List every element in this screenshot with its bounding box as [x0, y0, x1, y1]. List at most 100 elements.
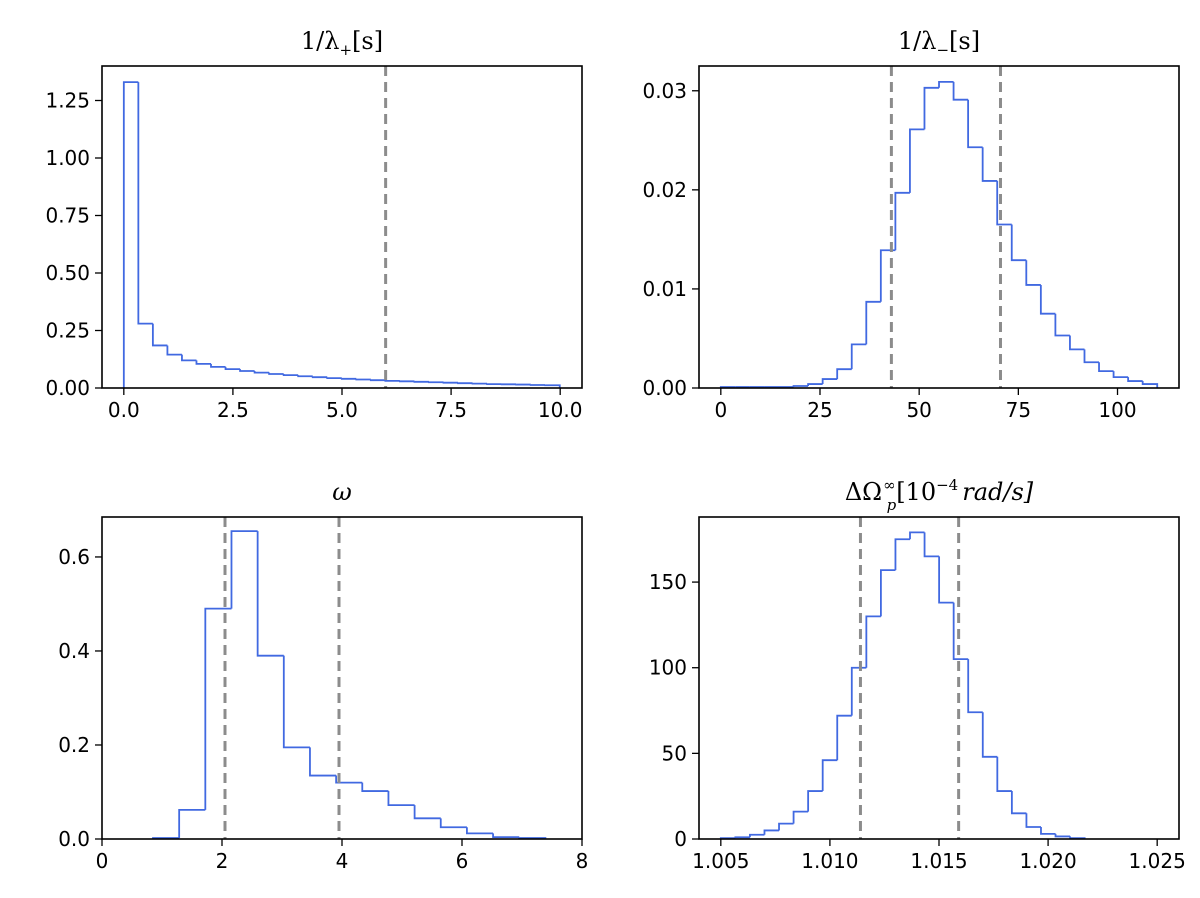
chart-title: 1/λ+[s] — [301, 27, 383, 59]
y-tick-label: 0.4 — [58, 639, 90, 663]
histogram-bin — [836, 714, 852, 761]
histogram-bin — [1025, 260, 1041, 286]
histogram-bin — [335, 775, 363, 784]
x-tick-label: 50 — [906, 398, 931, 422]
y-tick-label: 0.25 — [45, 319, 90, 343]
y-tick-label: 0.02 — [642, 178, 687, 202]
histogram-bin — [361, 782, 389, 792]
histogram-bars — [152, 530, 547, 839]
histogram-bin — [340, 377, 357, 380]
axes-frame — [698, 65, 1180, 389]
histogram-bin — [938, 556, 954, 604]
histogram-bars — [719, 80, 1159, 388]
histogram-bin — [763, 829, 780, 835]
histogram-bin — [923, 532, 940, 558]
histogram-bin — [734, 836, 750, 839]
histogram-bin — [239, 369, 255, 372]
x-tick-label: 5.0 — [326, 398, 358, 422]
y-tick-label: 0.50 — [45, 261, 90, 285]
histogram-bin — [178, 808, 206, 839]
histogram-bin — [195, 360, 211, 365]
histogram-bin — [439, 818, 467, 829]
histogram-bin — [821, 759, 838, 792]
histogram-bin — [952, 602, 969, 661]
histogram-bin — [256, 531, 284, 657]
histogram-bin — [1141, 381, 1159, 388]
histogram-bin — [230, 530, 258, 609]
x-tick-label: 0 — [714, 398, 727, 422]
histogram-bin — [544, 384, 561, 388]
x-tick-label: 10.0 — [538, 398, 583, 422]
x-tick-label: 100 — [1098, 398, 1136, 422]
x-tick-label: 4 — [336, 849, 349, 873]
histogram-bin — [282, 655, 310, 749]
histogram-bin — [137, 82, 153, 325]
histogram-bin — [909, 128, 925, 193]
histogram-bin — [1083, 349, 1100, 364]
histogram-bin — [151, 323, 168, 347]
histogram-bin — [1098, 362, 1114, 373]
histogram-bars — [122, 81, 561, 388]
y-tick-label: 0 — [674, 827, 687, 851]
x-tick-label: 1.020 — [1019, 849, 1076, 873]
y-tick-label: 0.00 — [45, 376, 90, 400]
histogram-bin — [466, 827, 494, 835]
histogram-bin — [492, 833, 520, 839]
x-tick-label: 6 — [456, 849, 469, 873]
histogram-bin — [880, 569, 896, 617]
y-tick-label: 0.6 — [58, 545, 90, 569]
y-tick-label: 0.00 — [642, 376, 687, 400]
histogram-bin — [204, 607, 232, 810]
histogram-bin — [1112, 371, 1129, 378]
histogram-bin — [981, 147, 998, 182]
histogram-bin — [909, 531, 925, 540]
histogram-bin — [311, 376, 328, 379]
histogram-bin — [224, 366, 241, 371]
histogram-bin — [210, 363, 226, 368]
histogram-bin — [253, 370, 270, 374]
histogram-bin — [807, 790, 823, 812]
y-tick-label: 1.00 — [45, 146, 90, 170]
panel-omega: 0 2 4 6 8 0.0 0.2 0.4 0.6 ω — [58, 478, 588, 873]
histogram-bin — [749, 833, 765, 838]
histogram-bin — [1054, 313, 1070, 337]
histogram-bin — [1069, 335, 1085, 351]
histogram-bin — [297, 375, 313, 378]
chart-title: 1/λ−[s] — [898, 27, 980, 59]
y-tick-label: 100 — [649, 656, 687, 680]
histogram-bin — [326, 377, 342, 380]
histogram-bin — [1010, 224, 1027, 262]
histogram-bin — [413, 805, 441, 820]
histogram-bars — [719, 531, 1086, 840]
histogram-bin — [850, 666, 867, 716]
chart-title: ΔΩ∞ p[10−4 rad/s] — [845, 476, 1034, 514]
histogram-bin — [981, 712, 998, 758]
histogram-bin — [850, 343, 867, 370]
panel-lambda-plus: 0.0 2.5 5.0 7.5 10.0 0.00 0.25 0.50 0.75 1.00 1.25… — [45, 27, 583, 422]
x-tick-label: 1.005 — [692, 849, 749, 873]
histogram-bin — [996, 180, 1012, 226]
y-tick-label: 0.75 — [45, 204, 90, 228]
histogram-bin — [1040, 827, 1056, 835]
histogram-bin — [778, 822, 794, 831]
histogram-bin — [268, 372, 284, 375]
x-tick-label: 8 — [576, 849, 589, 873]
x-tick-label: 0 — [96, 849, 109, 873]
x-tick-label: 7.5 — [435, 398, 467, 422]
axes-frame — [101, 65, 583, 389]
x-tick-label: 0.0 — [108, 398, 140, 422]
histogram-bin — [836, 368, 852, 380]
histogram-bin — [387, 791, 415, 807]
histogram-bin — [967, 659, 983, 714]
histogram-bin — [865, 300, 881, 345]
x-tick-label: 2.5 — [217, 398, 249, 422]
histogram-bin — [865, 615, 881, 668]
x-tick-label: 2 — [216, 849, 229, 873]
histogram-bin — [1039, 284, 1056, 315]
chart-title: ω — [332, 478, 352, 506]
histogram-bin — [952, 81, 969, 101]
histogram-bin — [309, 747, 337, 777]
histogram-bin — [807, 383, 823, 387]
x-tick-label: 1.010 — [801, 849, 858, 873]
x-tick-label: 1.015 — [910, 849, 967, 873]
